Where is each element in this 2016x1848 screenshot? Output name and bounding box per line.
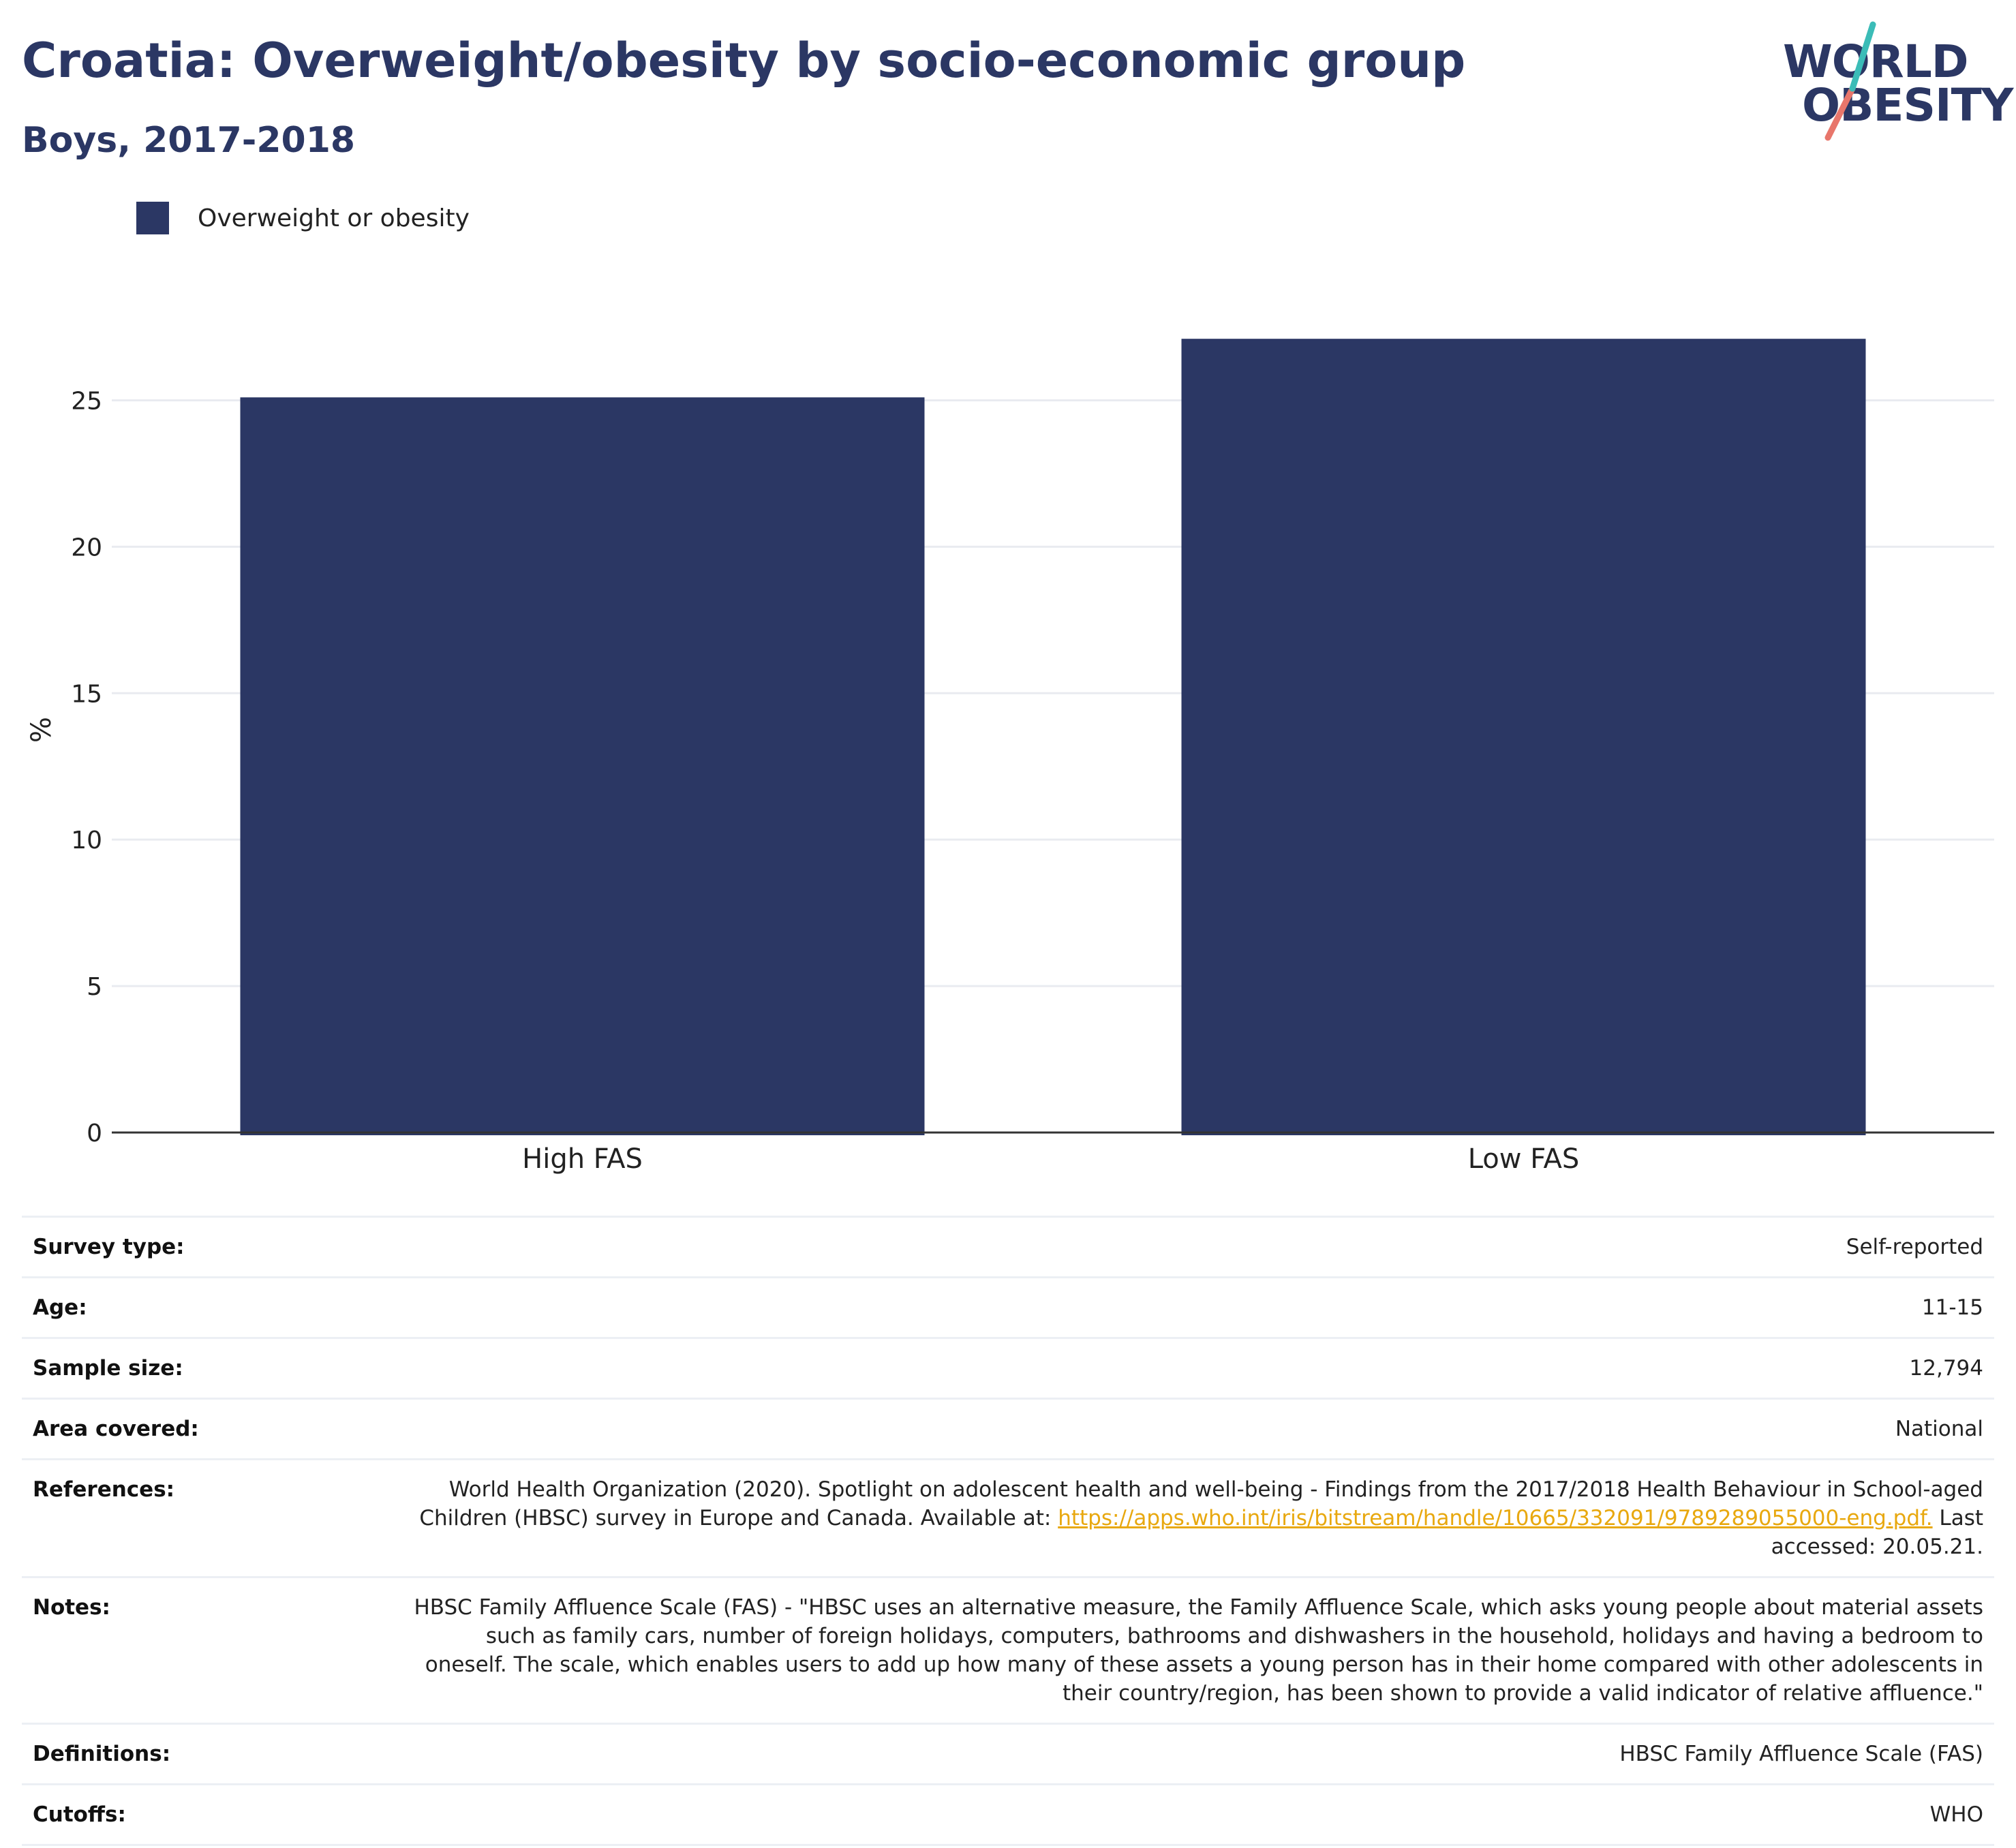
- metadata-row: Notes: HBSC Family Affluence Scale (FAS) …: [22, 1576, 1994, 1725]
- chart-title: Croatia: Overweight/obesity by socio-eco…: [22, 33, 1466, 89]
- y-tick-label: 5: [87, 973, 102, 1001]
- metadata-value: WHO: [398, 1783, 1994, 1846]
- bar-low-fas: [1181, 339, 1866, 1135]
- metadata-key: Notes:: [22, 1576, 398, 1725]
- y-tick-label: 25: [71, 387, 102, 415]
- metadata-value: HBSC Family Affluence Scale (FAS) - "HBS…: [398, 1576, 1994, 1725]
- bar-high-fas: [240, 397, 925, 1135]
- metadata-key: Area covered:: [22, 1398, 398, 1460]
- y-tick-label: 20: [71, 534, 102, 561]
- world-obesity-logo: WORLD OBESITY: [1779, 20, 2013, 143]
- metadata-value: 11-15: [398, 1276, 1994, 1339]
- metadata-key: Cutoffs:: [22, 1783, 398, 1846]
- metadata-key: Definitions:: [22, 1723, 398, 1785]
- bar-chart: 0 5 10 15 20 25% High FAS Low FAS: [26, 339, 1994, 1175]
- metadata-value: HBSC Family Affluence Scale (FAS): [398, 1723, 1994, 1785]
- y-tick-label: 10: [71, 827, 102, 854]
- x-tick-label: Low FAS: [1468, 1143, 1580, 1175]
- metadata-row: Survey type: Self-reported: [22, 1216, 1994, 1278]
- references-link[interactable]: https://apps.who.int/iris/bitstream/hand…: [1058, 1506, 1933, 1530]
- metadata-value: National: [398, 1398, 1994, 1460]
- metadata-row: Cutoffs: WHO: [22, 1783, 1994, 1846]
- metadata-row: Sample size: 12,794: [22, 1337, 1994, 1400]
- logo-slash-icon: [1824, 21, 1876, 141]
- legend-swatch: [136, 202, 169, 234]
- metadata-row-references: References: World Health Organization (20…: [22, 1458, 1994, 1578]
- metadata-row: Age: 11-15: [22, 1276, 1994, 1339]
- legend-label: Overweight or obesity: [198, 204, 470, 232]
- metadata-table: Survey type: Self-reported Age: 11-15 Sample…: [22, 1216, 1994, 1846]
- chart-subtitle: Boys, 2017-2018: [22, 120, 356, 161]
- y-axis-label: %: [26, 717, 57, 743]
- chart-legend: Overweight or obesity: [136, 202, 470, 234]
- metadata-row: Definitions: HBSC Family Affluence Scale …: [22, 1723, 1994, 1785]
- metadata-value: Self-reported: [398, 1216, 1994, 1278]
- y-tick-label: 15: [71, 680, 102, 708]
- references-value: World Health Organization (2020). Spotli…: [398, 1458, 1994, 1578]
- metadata-key: References:: [22, 1458, 398, 1578]
- references-suffix: Last accessed: 20.05.21.: [1771, 1506, 1983, 1559]
- metadata-row: Area covered: National: [22, 1398, 1994, 1460]
- metadata-key: Age:: [22, 1276, 398, 1339]
- x-tick-label: High FAS: [522, 1143, 643, 1175]
- metadata-key: Sample size:: [22, 1337, 398, 1400]
- y-tick-label: 0: [87, 1120, 102, 1148]
- metadata-value: 12,794: [398, 1337, 1994, 1400]
- logo-line-1: WORLD: [1783, 35, 1969, 88]
- metadata-key: Survey type:: [22, 1216, 398, 1278]
- references-text: World Health Organization (2020). Spotli…: [419, 1477, 1983, 1530]
